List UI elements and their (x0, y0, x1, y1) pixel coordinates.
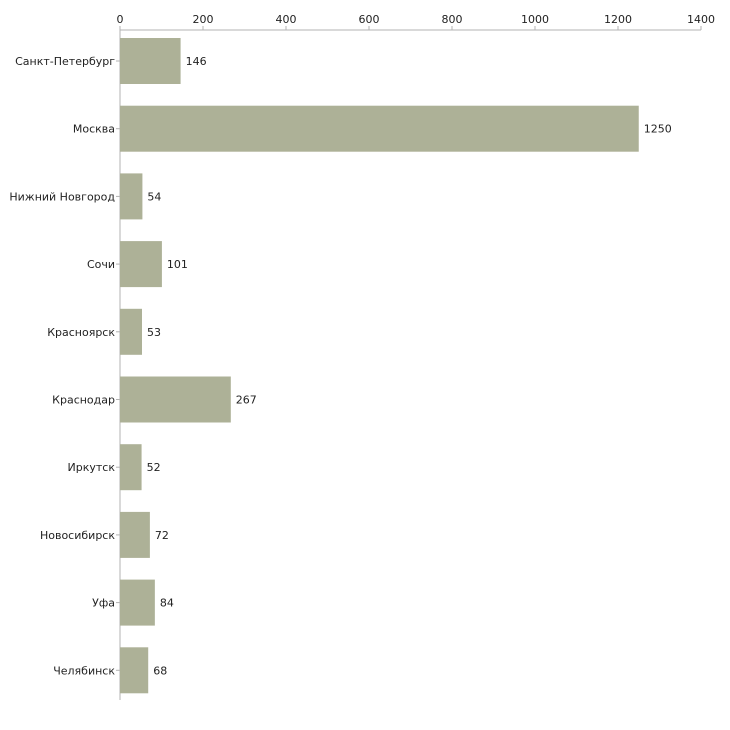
x-tick-label: 1400 (687, 13, 715, 26)
category-label: Красноярск (47, 326, 115, 339)
bar (120, 241, 162, 288)
value-label: 84 (160, 597, 174, 610)
bars: 146 1250 54 101 53 267 52 72 84 68 (120, 38, 672, 694)
category-label: Сочи (87, 258, 115, 271)
category-label: Новосибирск (40, 529, 115, 542)
x-tick-label: 1000 (521, 13, 549, 26)
value-label: 1250 (644, 123, 672, 136)
bar (120, 105, 639, 152)
category-label: Москва (73, 123, 115, 136)
bar (120, 173, 143, 220)
category-label: Челябинск (53, 664, 115, 677)
value-label: 68 (153, 664, 167, 677)
category-label: Санкт-Петербург (15, 55, 115, 68)
bar (120, 38, 181, 84)
value-label: 53 (147, 326, 161, 339)
value-label: 72 (155, 529, 169, 542)
category-label: Краснодар (52, 394, 115, 407)
x-tick-label: 1200 (604, 13, 632, 26)
x-tick-label: 800 (442, 13, 463, 26)
value-label: 52 (147, 461, 161, 474)
category-label: Нижний Новгород (9, 190, 115, 203)
bar (120, 579, 155, 626)
x-tick-label: 400 (276, 13, 297, 26)
y-axis: Санкт-Петербург Москва Нижний Новгород Сочи… (9, 30, 121, 700)
bar (120, 308, 142, 355)
bar (120, 647, 149, 694)
category-label: Иркутск (68, 461, 116, 474)
x-axis: 0 200 400 600 800 1000 1200 1400 (117, 13, 715, 31)
value-label: 101 (167, 258, 188, 271)
category-label: Уфа (92, 597, 115, 610)
value-label: 54 (147, 190, 161, 203)
x-tick-label: 600 (359, 13, 380, 26)
bar (120, 511, 150, 558)
value-label: 146 (186, 55, 207, 68)
bar (120, 376, 231, 423)
x-tick-label: 200 (193, 13, 214, 26)
value-label: 267 (236, 394, 257, 407)
x-tick-label: 0 (117, 13, 124, 26)
bar (120, 444, 142, 491)
